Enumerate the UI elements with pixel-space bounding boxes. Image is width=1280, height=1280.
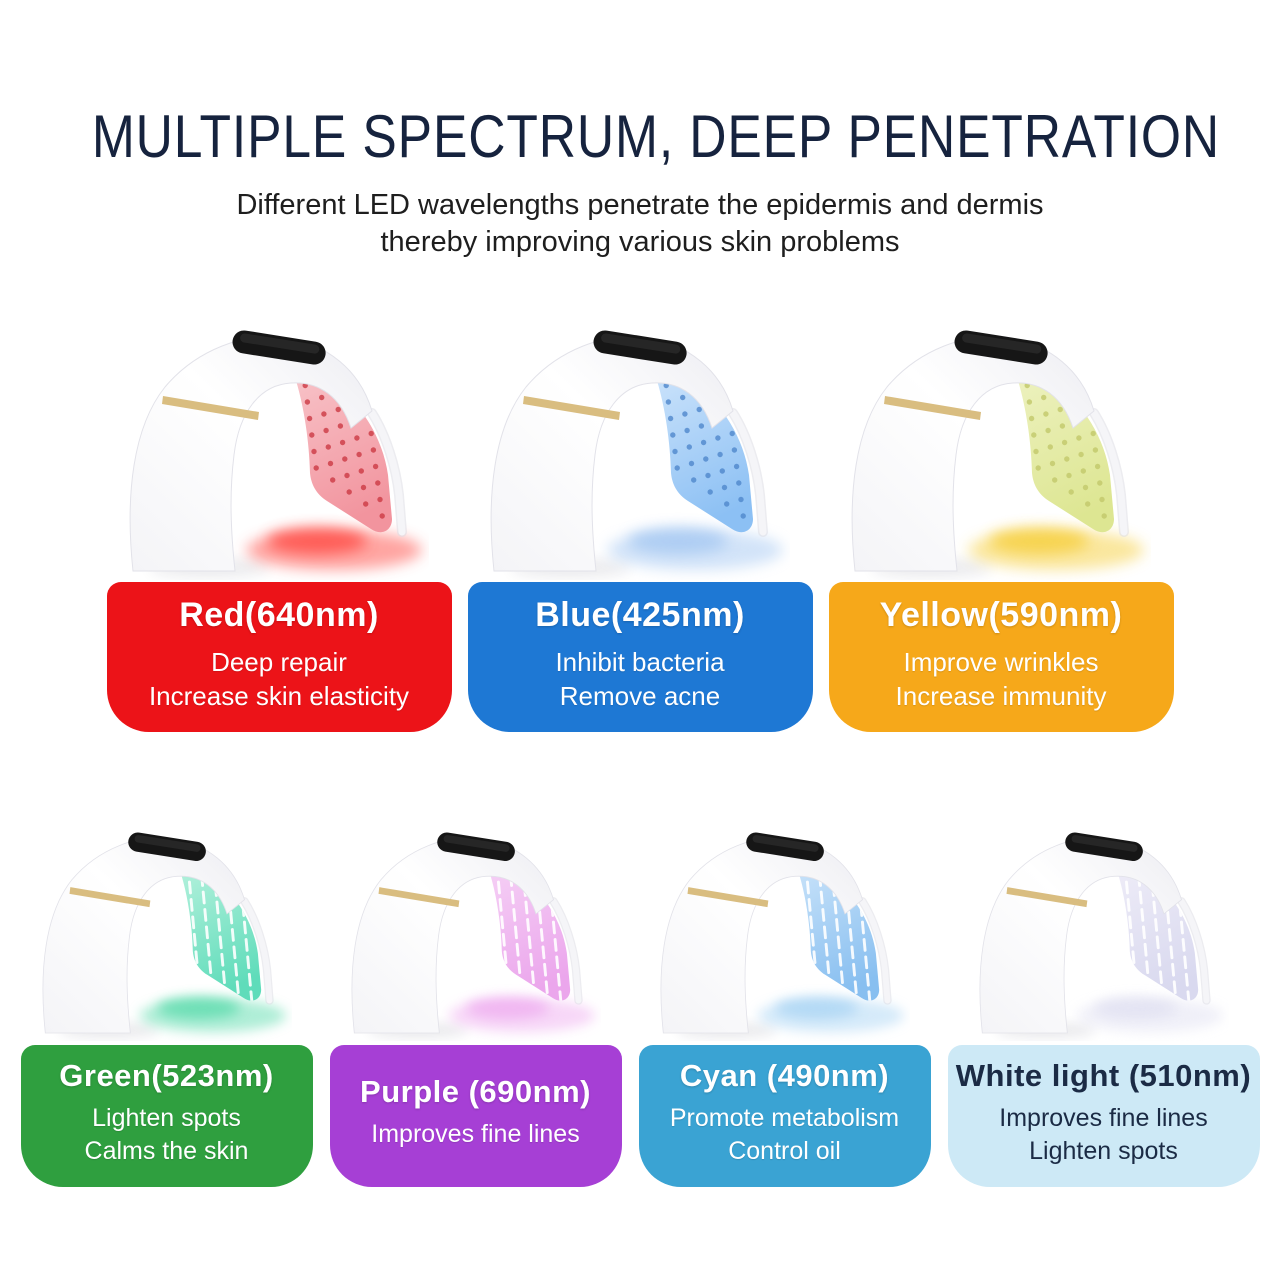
spectrum-row-top: Red(640nm) Deep repair Increase skin elast… [0, 325, 1280, 732]
spectrum-column-cyan: Cyan (490nm) Promote metabolism Control oi… [638, 828, 931, 1187]
spectrum-card-red: Red(640nm) Deep repair Increase skin elast… [106, 582, 452, 732]
spectrum-card-cyan: Cyan (490nm) Promote metabolism Control oi… [638, 1044, 931, 1187]
spectrum-column-blue: Blue(425nm) Inhibit bacteria Remove acne [467, 325, 813, 732]
spectrum-benefit: Remove acne [559, 680, 721, 711]
spectrum-benefit: Lighten spots [92, 1103, 241, 1132]
spectrum-card-yellow: Yellow(590nm) Improve wrinkles Increase im… [828, 582, 1174, 732]
device-image-purple [351, 828, 601, 1041]
device-image-white [979, 828, 1229, 1041]
spectrum-card-title-white: White light (510nm) [955, 1057, 1252, 1093]
page-subtitle: Different LED wavelengths penetrate the … [0, 187, 1280, 261]
spectrum-card-blue: Blue(425nm) Inhibit bacteria Remove acne [467, 582, 813, 732]
spectrum-card-title-yellow: Yellow(590nm) [879, 595, 1123, 634]
spectrum-benefit: Improves fine lines [999, 1103, 1208, 1132]
spectrum-column-white: White light (510nm) Improves fine lines Li… [947, 828, 1260, 1187]
spectrum-benefit: Inhibit bacteria [555, 646, 725, 677]
spectrum-card-green: Green(523nm) Lighten spots Calms the skin [20, 1044, 313, 1187]
page-subtitle-line1: Different LED wavelengths penetrate the … [236, 189, 1044, 221]
page-title-text: MULTIPLE SPECTRUM, DEEP PENETRATION [91, 103, 1221, 170]
page-subtitle-line2: thereby improving various skin problems [380, 226, 900, 258]
spectrum-benefit: Deep repair [211, 646, 347, 677]
spectrum-benefit: Increase skin elasticity [148, 680, 410, 711]
spectrum-card-white: White light (510nm) Improves fine lines Li… [947, 1044, 1260, 1187]
spectrum-benefit: Increase immunity [895, 680, 1107, 711]
device-image-cyan [660, 828, 910, 1041]
spectrum-card-title-red: Red(640nm) [179, 595, 379, 634]
spectrum-card-purple: Purple (690nm) Improves fine lines [329, 1044, 622, 1187]
device-image-green [42, 828, 292, 1041]
spectrum-row-bottom: Green(523nm) Lighten spots Calms the skin P… [0, 828, 1280, 1187]
device-image-yellow [851, 325, 1151, 580]
spectrum-column-green: Green(523nm) Lighten spots Calms the skin [20, 828, 313, 1187]
spectrum-column-red: Red(640nm) Deep repair Increase skin elast… [106, 325, 452, 732]
page-title: MULTIPLE SPECTRUM, DEEP PENETRATION [0, 0, 1280, 171]
spectrum-benefit: Lighten spots [1029, 1136, 1178, 1165]
spectrum-column-purple: Purple (690nm) Improves fine lines [329, 828, 622, 1187]
spectrum-card-title-cyan: Cyan (490nm) [679, 1057, 890, 1093]
device-image-red [129, 325, 429, 580]
spectrum-column-yellow: Yellow(590nm) Improve wrinkles Increase im… [828, 325, 1174, 732]
spectrum-benefit: Improve wrinkles [903, 646, 1099, 677]
spectrum-benefit: Control oil [728, 1136, 841, 1165]
device-image-blue [490, 325, 790, 580]
spectrum-card-title-purple: Purple (690nm) [360, 1074, 591, 1109]
spectrum-card-title-green: Green(523nm) [59, 1057, 274, 1093]
spectrum-benefit: Improves fine lines [371, 1120, 580, 1148]
spectrum-benefit: Calms the skin [84, 1136, 249, 1165]
spectrum-benefit: Promote metabolism [669, 1103, 900, 1132]
spectrum-card-title-blue: Blue(425nm) [535, 595, 745, 634]
